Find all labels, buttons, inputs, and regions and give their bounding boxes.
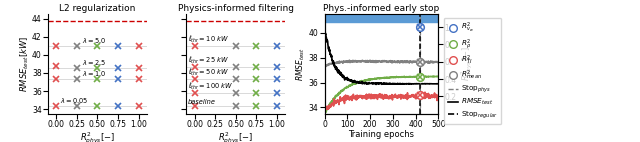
Title: Physics-informed filtering: Physics-informed filtering <box>178 4 294 13</box>
Legend: $R^2_{v_w}$, $R^2_{\rho}$, $R^2_{TI}$, $R^2_{mean}$, Stop$_{phys}$, $RMSE_{test}: $R^2_{v_w}$, $R^2_{\rho}$, $R^2_{TI}$, $… <box>444 18 501 124</box>
Text: $\lambda = 5.0$: $\lambda = 5.0$ <box>82 36 106 45</box>
X-axis label: $R^2_{phys}[-]$: $R^2_{phys}[-]$ <box>80 130 115 142</box>
Text: $\lambda = 0.05$: $\lambda = 0.05$ <box>60 96 88 105</box>
Y-axis label: $R^2_{phys}[-]$: $R^2_{phys}[-]$ <box>460 46 475 81</box>
Text: $\lambda = 1.0$: $\lambda = 1.0$ <box>82 69 106 78</box>
Title: L2 regularization: L2 regularization <box>60 4 136 13</box>
X-axis label: $R^2_{phys}[-]$: $R^2_{phys}[-]$ <box>218 130 253 142</box>
Y-axis label: $RMSE_{test}[kW]$: $RMSE_{test}[kW]$ <box>18 36 31 92</box>
Bar <box>324 14 438 22</box>
Text: baseline: baseline <box>188 99 216 106</box>
Text: $\ell_{thr} = 25$ kW: $\ell_{thr} = 25$ kW <box>188 55 229 66</box>
Text: $\ell_{thr} = 100$ kW: $\ell_{thr} = 100$ kW <box>188 81 233 92</box>
Text: $\ell_{thr} = 50$ kW: $\ell_{thr} = 50$ kW <box>188 67 229 78</box>
Y-axis label: $RMSE_{test}$: $RMSE_{test}$ <box>295 47 307 81</box>
X-axis label: Training epochs: Training epochs <box>349 130 415 139</box>
Text: $\ell_{thr} = 10$ kW: $\ell_{thr} = 10$ kW <box>188 34 229 45</box>
Text: $\lambda = 2.5$: $\lambda = 2.5$ <box>82 58 106 67</box>
Title: Phys.-informed early stop: Phys.-informed early stop <box>323 4 440 13</box>
